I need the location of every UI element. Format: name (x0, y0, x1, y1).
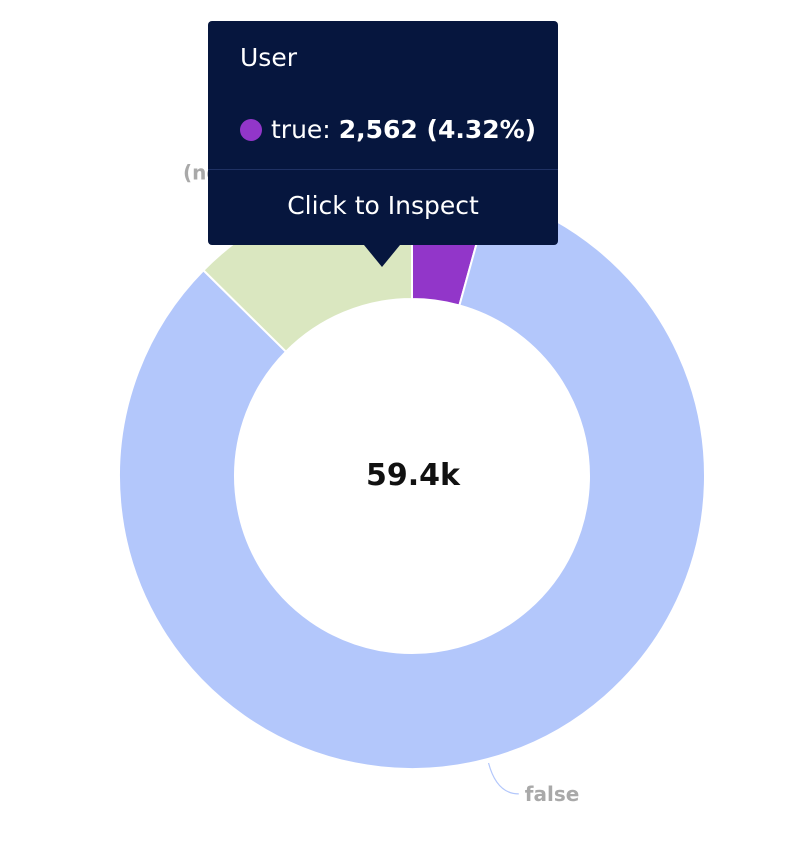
tooltip-caret (364, 245, 400, 267)
tooltip-title: User (240, 43, 297, 72)
tooltip-series-row: true: 2,562 (4.32%) (240, 113, 536, 147)
tooltip-series-label: true: (271, 115, 331, 144)
slice-false[interactable] (118, 192, 706, 770)
center-total-value: 59.4k (366, 458, 461, 493)
slice-label-false: false (525, 782, 580, 806)
inspect-button[interactable]: Click to Inspect (287, 191, 479, 220)
tooltip-series-value: 2,562 (4.32%) (338, 115, 537, 144)
leader-line-false (487, 762, 519, 795)
tooltip-divider (208, 169, 558, 170)
series-color-dot-icon (240, 119, 262, 141)
slice-tooltip: User true: 2,562 (4.32%) Click to Inspec… (208, 21, 558, 267)
